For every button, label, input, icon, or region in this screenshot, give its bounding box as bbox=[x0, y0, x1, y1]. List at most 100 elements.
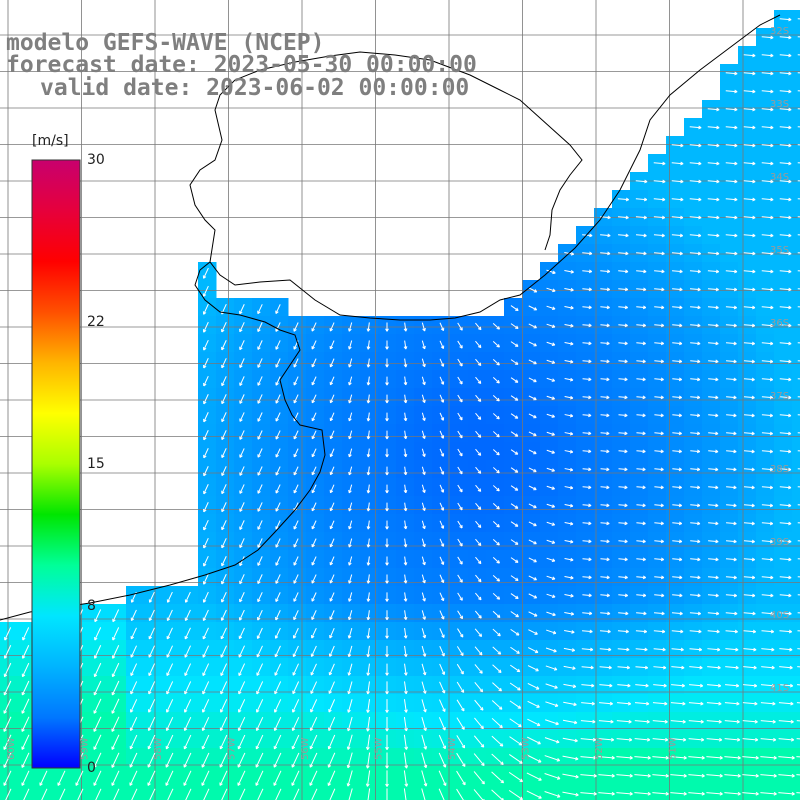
wind-vector-head bbox=[696, 485, 701, 490]
wind-vector bbox=[475, 358, 482, 366]
wind-vector-head bbox=[751, 323, 756, 328]
wind-vector bbox=[761, 540, 773, 543]
wind-vector-head bbox=[257, 598, 261, 603]
wind-vector bbox=[707, 648, 720, 651]
wind-vector bbox=[220, 699, 228, 713]
wind-vector bbox=[404, 430, 407, 439]
wind-vector bbox=[743, 486, 755, 489]
wind-vector-head bbox=[422, 579, 426, 584]
wind-vector bbox=[779, 72, 792, 75]
wind-vector-head bbox=[624, 485, 628, 490]
wind-vector-head bbox=[292, 635, 297, 639]
wind-speed-cell bbox=[792, 766, 800, 785]
wind-vector-head bbox=[719, 791, 723, 796]
wind-vector-head bbox=[518, 742, 523, 746]
wind-vector-head bbox=[75, 782, 79, 786]
wind-vector-head bbox=[678, 413, 682, 418]
wind-vector-head bbox=[461, 744, 466, 749]
wind-vector-head bbox=[515, 307, 519, 312]
wind-vector bbox=[509, 754, 523, 764]
wind-vector-head bbox=[422, 561, 426, 566]
wind-vector-head bbox=[3, 673, 8, 678]
wind-vector-head bbox=[660, 521, 664, 526]
wind-vector bbox=[564, 288, 574, 291]
wind-vector-head bbox=[699, 683, 704, 688]
wind-vector bbox=[219, 770, 228, 786]
wind-vector bbox=[439, 538, 444, 547]
wind-vector bbox=[779, 684, 793, 687]
wind-vector bbox=[348, 520, 353, 530]
wind-vector bbox=[779, 576, 792, 579]
wind-vector-head bbox=[733, 467, 737, 472]
wind-vector bbox=[616, 774, 633, 777]
wind-vector bbox=[221, 358, 227, 369]
wind-vector-head bbox=[239, 526, 243, 530]
wind-vector bbox=[475, 466, 482, 474]
wind-vector bbox=[221, 376, 227, 386]
wind-vector-head bbox=[698, 125, 702, 130]
wind-speed-cell bbox=[666, 784, 685, 800]
wind-vector-head bbox=[111, 655, 116, 659]
wind-vector bbox=[293, 520, 299, 530]
wind-vector-head bbox=[93, 746, 97, 750]
wind-vector bbox=[347, 752, 353, 769]
wind-vector bbox=[421, 466, 426, 475]
wind-speed-cell bbox=[792, 64, 800, 83]
wind-vector bbox=[492, 341, 500, 348]
wind-vector bbox=[367, 734, 371, 750]
wind-vector bbox=[725, 558, 737, 561]
wind-vector-head bbox=[533, 504, 537, 509]
wind-vector bbox=[690, 396, 700, 399]
wind-vector-head bbox=[220, 635, 225, 640]
wind-vector-head bbox=[569, 413, 574, 418]
wind-vector-head bbox=[239, 364, 243, 369]
wind-vector-head bbox=[737, 755, 741, 760]
wind-vector-head bbox=[515, 577, 519, 581]
wind-vector bbox=[166, 609, 173, 621]
wind-vector-head bbox=[624, 521, 628, 526]
wind-vector-head bbox=[719, 755, 723, 760]
wind-vector bbox=[239, 502, 245, 512]
wind-speed-cell bbox=[792, 712, 800, 731]
wind-vector-head bbox=[237, 764, 241, 768]
wind-vector-head bbox=[275, 598, 279, 602]
wind-vector-head bbox=[533, 414, 537, 419]
wind-vector bbox=[636, 450, 646, 453]
wind-vector-head bbox=[660, 539, 664, 544]
wind-vector bbox=[475, 430, 482, 438]
wind-vector bbox=[257, 358, 263, 368]
wind-vector bbox=[743, 324, 755, 327]
wind-vector bbox=[457, 376, 463, 385]
wind-vector-head bbox=[517, 687, 521, 691]
wind-speed-cell bbox=[792, 388, 800, 407]
wind-vector-head bbox=[93, 782, 97, 786]
wind-vector bbox=[526, 790, 542, 799]
wind-vector-head bbox=[441, 653, 445, 657]
wind-vector bbox=[329, 556, 335, 566]
wind-vector bbox=[491, 753, 504, 765]
wind-vector bbox=[708, 558, 719, 561]
wind-vector bbox=[510, 359, 519, 365]
wind-vector-head bbox=[496, 505, 500, 510]
wind-vector-head bbox=[515, 325, 519, 329]
wind-vector-head bbox=[716, 143, 720, 148]
wind-vector-head bbox=[788, 215, 792, 220]
wind-vector-head bbox=[788, 35, 792, 40]
wind-vector bbox=[421, 592, 426, 602]
wind-vector-head bbox=[553, 648, 557, 653]
wind-vector bbox=[404, 538, 407, 548]
wind-vector bbox=[618, 324, 628, 327]
wind-vector-head bbox=[422, 671, 427, 676]
wind-vector-head bbox=[696, 449, 701, 454]
wind-vector bbox=[22, 662, 30, 677]
wind-vector-head bbox=[752, 71, 756, 76]
wind-vector bbox=[421, 448, 426, 457]
wind-vector bbox=[653, 162, 666, 165]
wind-vector-head bbox=[625, 629, 629, 634]
wind-vector bbox=[654, 360, 664, 363]
wind-vector bbox=[94, 627, 102, 641]
wind-vector bbox=[528, 467, 537, 473]
wind-vector-head bbox=[697, 557, 701, 562]
wind-vector-head bbox=[533, 289, 538, 293]
wind-vector bbox=[726, 450, 737, 453]
